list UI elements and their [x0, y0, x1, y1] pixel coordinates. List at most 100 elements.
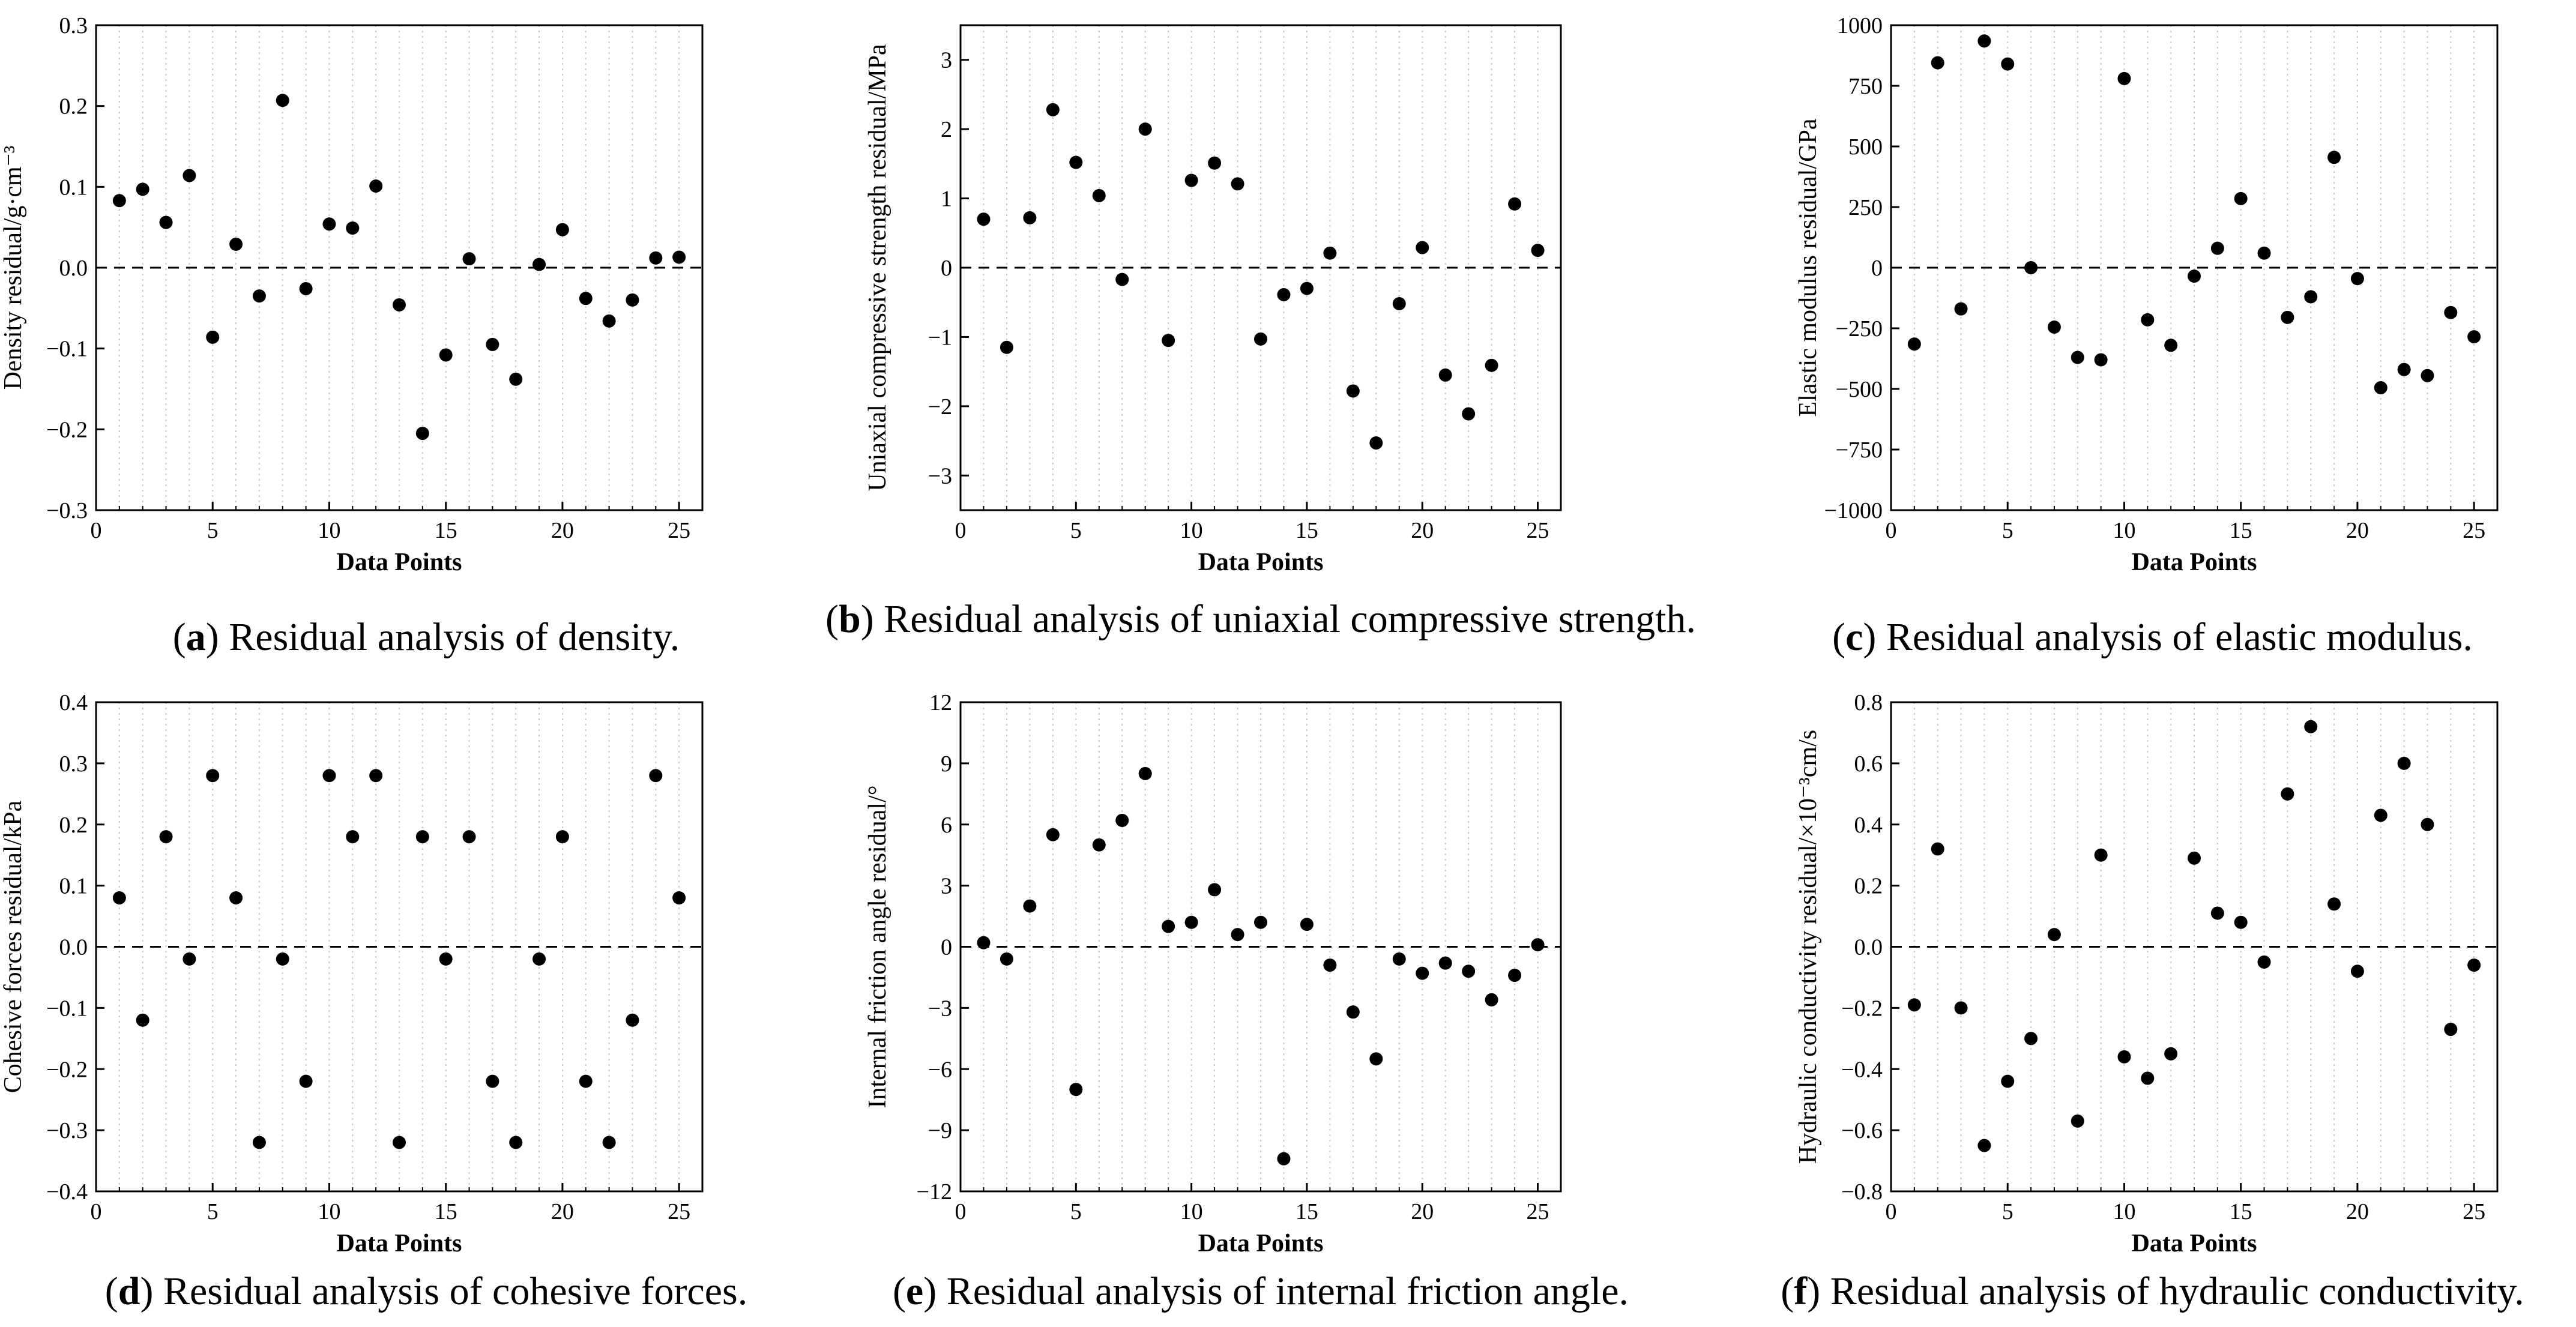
data-point-d-21 [579, 1074, 593, 1088]
data-point-a-11 [346, 221, 360, 235]
data-point-e-25 [1531, 938, 1545, 952]
y-tick-label-a: −0.3 [46, 498, 88, 523]
chart-panel-a: 0 5 10 15 20 25 −0.3 −0.2 −0.1 0.0 0.1 0.2 0.3 Data P… [0, 13, 704, 576]
x-tick-label-d: 5 [207, 1199, 219, 1224]
data-point-d-10 [322, 769, 336, 783]
data-point-e-21 [1438, 956, 1452, 970]
data-point-f-22 [2397, 756, 2411, 770]
data-point-c-25 [2467, 330, 2481, 344]
data-point-c-3 [1954, 302, 1968, 316]
data-point-a-6 [229, 237, 243, 251]
data-point-f-25 [2467, 958, 2481, 972]
data-point-a-10 [322, 217, 336, 231]
caption-a: (a) Residual analysis of density. [0, 612, 852, 663]
data-point-f-12 [2164, 1047, 2178, 1061]
data-point-d-16 [462, 830, 476, 844]
y-tick-label-d: −0.1 [46, 996, 88, 1021]
x-tick-label-a: 25 [668, 518, 690, 543]
caption-paren-open: ( [1832, 615, 1846, 659]
data-point-e-15 [1300, 918, 1314, 931]
y-tick-label-b: −1 [928, 325, 952, 350]
data-point-d-17 [486, 1074, 499, 1088]
data-point-f-3 [1954, 1001, 1968, 1015]
data-point-f-20 [2350, 964, 2364, 978]
x-axis-title-d: Data Points [337, 1230, 462, 1257]
data-point-b-22 [1462, 407, 1476, 421]
caption-paren-open: ( [1781, 1269, 1794, 1313]
data-point-f-4 [1977, 1139, 1991, 1152]
x-tick-label-e: 20 [1411, 1199, 1434, 1224]
chart-panel-b: 0 5 10 15 20 25 −3 −2 −1 0 1 2 3 Data Points Uniaxial … [864, 24, 1562, 576]
caption-letter: d [118, 1269, 140, 1313]
data-point-f-9 [2094, 848, 2108, 862]
data-point-f-7 [2047, 928, 2061, 942]
caption-text: Residual analysis of elastic modulus. [1886, 615, 2473, 659]
caption-letter: b [839, 597, 861, 641]
data-point-b-6 [1092, 188, 1106, 202]
data-point-a-20 [555, 223, 569, 236]
y-tick-label-d: −0.4 [46, 1179, 88, 1205]
data-point-e-17 [1346, 1005, 1360, 1019]
data-point-c-19 [2327, 151, 2341, 164]
data-point-e-9 [1162, 919, 1175, 933]
x-axis-title-f: Data Points [2132, 1230, 2257, 1257]
y-axis-title-f: Hydraulic conductivity residual/×10⁻³cm/… [1794, 730, 1822, 1164]
caption-paren-close: ) [205, 615, 229, 659]
caption-f: (f) Residual analysis of hydraulic condu… [1729, 1266, 2576, 1317]
caption-paren-open: ( [104, 1269, 118, 1313]
y-axis-title-b: Uniaxial compressive strength residual/M… [864, 44, 891, 492]
data-point-c-24 [2444, 305, 2458, 319]
x-tick-label-a: 0 [91, 518, 102, 543]
data-point-f-18 [2304, 720, 2318, 733]
y-tick-label-d: −0.2 [46, 1057, 88, 1082]
data-point-f-14 [2210, 906, 2224, 920]
x-tick-label-f: 25 [2463, 1199, 2485, 1224]
data-point-a-3 [159, 215, 173, 229]
data-point-c-5 [2001, 57, 2015, 71]
data-point-e-10 [1184, 915, 1198, 929]
data-point-d-23 [626, 1013, 639, 1027]
data-point-f-16 [2257, 955, 2271, 969]
caption-letter: f [1794, 1269, 1808, 1313]
data-point-c-18 [2304, 290, 2318, 304]
data-point-a-17 [486, 337, 499, 351]
y-tick-label-d: 0.2 [59, 813, 88, 838]
chart-panel-c: 0 5 10 15 20 25 −1000 −750 −500 −250 0 250 500 750 100… [1794, 13, 2499, 576]
data-point-e-13 [1254, 915, 1267, 929]
x-tick-label-d: 10 [318, 1199, 340, 1224]
x-tick-label-a: 20 [551, 518, 574, 543]
data-point-e-24 [1508, 969, 1522, 982]
data-point-b-15 [1300, 281, 1314, 295]
data-point-b-14 [1277, 288, 1291, 302]
x-tick-label-b: 5 [1070, 518, 1082, 543]
x-tick-label-c: 0 [1886, 518, 1897, 543]
data-point-c-20 [2350, 272, 2364, 286]
data-point-a-21 [579, 292, 593, 305]
data-point-c-14 [2210, 241, 2224, 255]
data-point-c-13 [2188, 269, 2201, 283]
x-tick-label-f: 15 [2230, 1199, 2252, 1224]
y-tick-label-b: −2 [928, 394, 952, 420]
y-tick-label-a: 0.2 [59, 94, 88, 119]
data-point-b-3 [1023, 211, 1037, 224]
data-point-c-2 [1931, 56, 1944, 70]
y-tick-label-e: −3 [928, 996, 952, 1021]
data-point-b-1 [977, 212, 991, 226]
y-tick-label-f: 0.4 [1854, 813, 1883, 838]
data-point-f-2 [1931, 842, 1944, 856]
x-tick-label-b: 25 [1527, 518, 1549, 543]
data-point-e-22 [1462, 964, 1476, 978]
y-tick-label-e: 0 [941, 935, 952, 960]
data-point-d-20 [555, 830, 569, 844]
y-tick-label-e: 6 [941, 813, 952, 838]
y-tick-label-a: −0.1 [46, 337, 88, 362]
y-tick-label-a: 0.3 [59, 13, 88, 38]
data-point-a-7 [252, 289, 266, 303]
data-point-d-5 [206, 769, 220, 783]
caption-text: Residual analysis of internal friction a… [946, 1269, 1629, 1313]
y-tick-label-b: −3 [928, 463, 952, 489]
y-tick-label-f: 0.2 [1854, 874, 1883, 899]
data-point-b-18 [1369, 436, 1383, 450]
data-point-c-21 [2374, 381, 2387, 394]
data-point-f-19 [2327, 897, 2341, 911]
